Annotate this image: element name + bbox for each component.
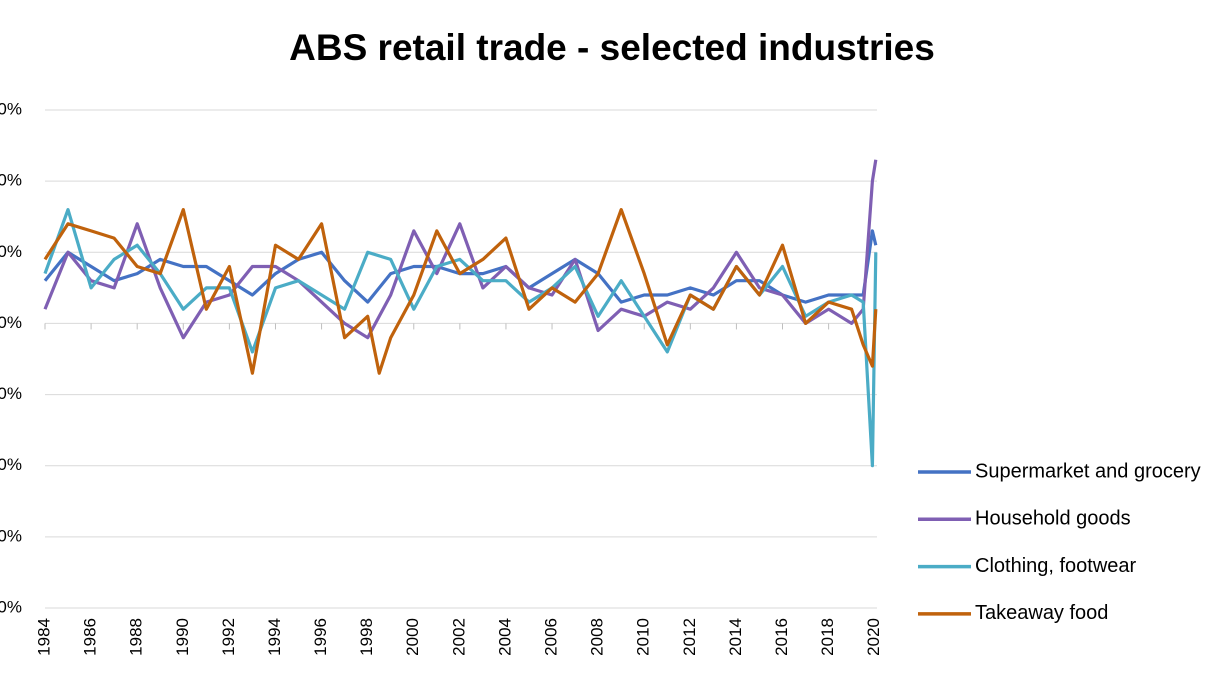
x-tick-label: 2016 xyxy=(772,618,791,656)
x-tick-label: 2010 xyxy=(634,618,653,656)
y-tick-label: 0% xyxy=(0,313,22,332)
x-tick-label: 2008 xyxy=(588,618,607,656)
y-tick-label: -10% xyxy=(0,384,22,403)
series-line xyxy=(43,159,878,340)
chart-title: ABS retail trade - selected industries xyxy=(289,27,935,68)
x-tick-label: 2018 xyxy=(818,618,837,656)
x-tick-label: 2004 xyxy=(495,618,514,656)
legend-label: Supermarket and grocery xyxy=(975,460,1201,482)
x-tick-label: 1988 xyxy=(127,618,146,656)
x-tick-label: 1984 xyxy=(34,618,53,656)
x-tick-label: 1990 xyxy=(173,618,192,656)
x-tick-label: 1996 xyxy=(311,618,330,656)
y-tick-label: 20% xyxy=(0,171,22,190)
x-tick-label: 1992 xyxy=(219,618,238,656)
series-line xyxy=(43,208,878,375)
y-tick-label: -30% xyxy=(0,526,22,545)
x-tick-label: 2012 xyxy=(680,618,699,656)
x-tick-label: 2000 xyxy=(403,618,422,656)
legend-label: Clothing, footwear xyxy=(975,555,1137,577)
x-tick-label: 1998 xyxy=(357,618,376,656)
y-tick-label: 30% xyxy=(0,99,22,118)
series-line xyxy=(43,229,878,304)
legend-label: Takeaway food xyxy=(975,602,1108,624)
y-tick-label: -20% xyxy=(0,455,22,474)
legend-label: Household goods xyxy=(975,508,1131,530)
x-tick-label: 2014 xyxy=(726,618,745,656)
x-tick-label: 2006 xyxy=(542,618,561,656)
y-tick-label: -40% xyxy=(0,597,22,616)
x-tick-label: 1994 xyxy=(265,618,284,656)
x-tick-label: 2020 xyxy=(864,618,883,656)
series-line xyxy=(43,208,878,468)
x-tick-label: 1986 xyxy=(81,618,100,656)
y-tick-label: 10% xyxy=(0,242,22,261)
x-tick-label: 2002 xyxy=(449,618,468,656)
